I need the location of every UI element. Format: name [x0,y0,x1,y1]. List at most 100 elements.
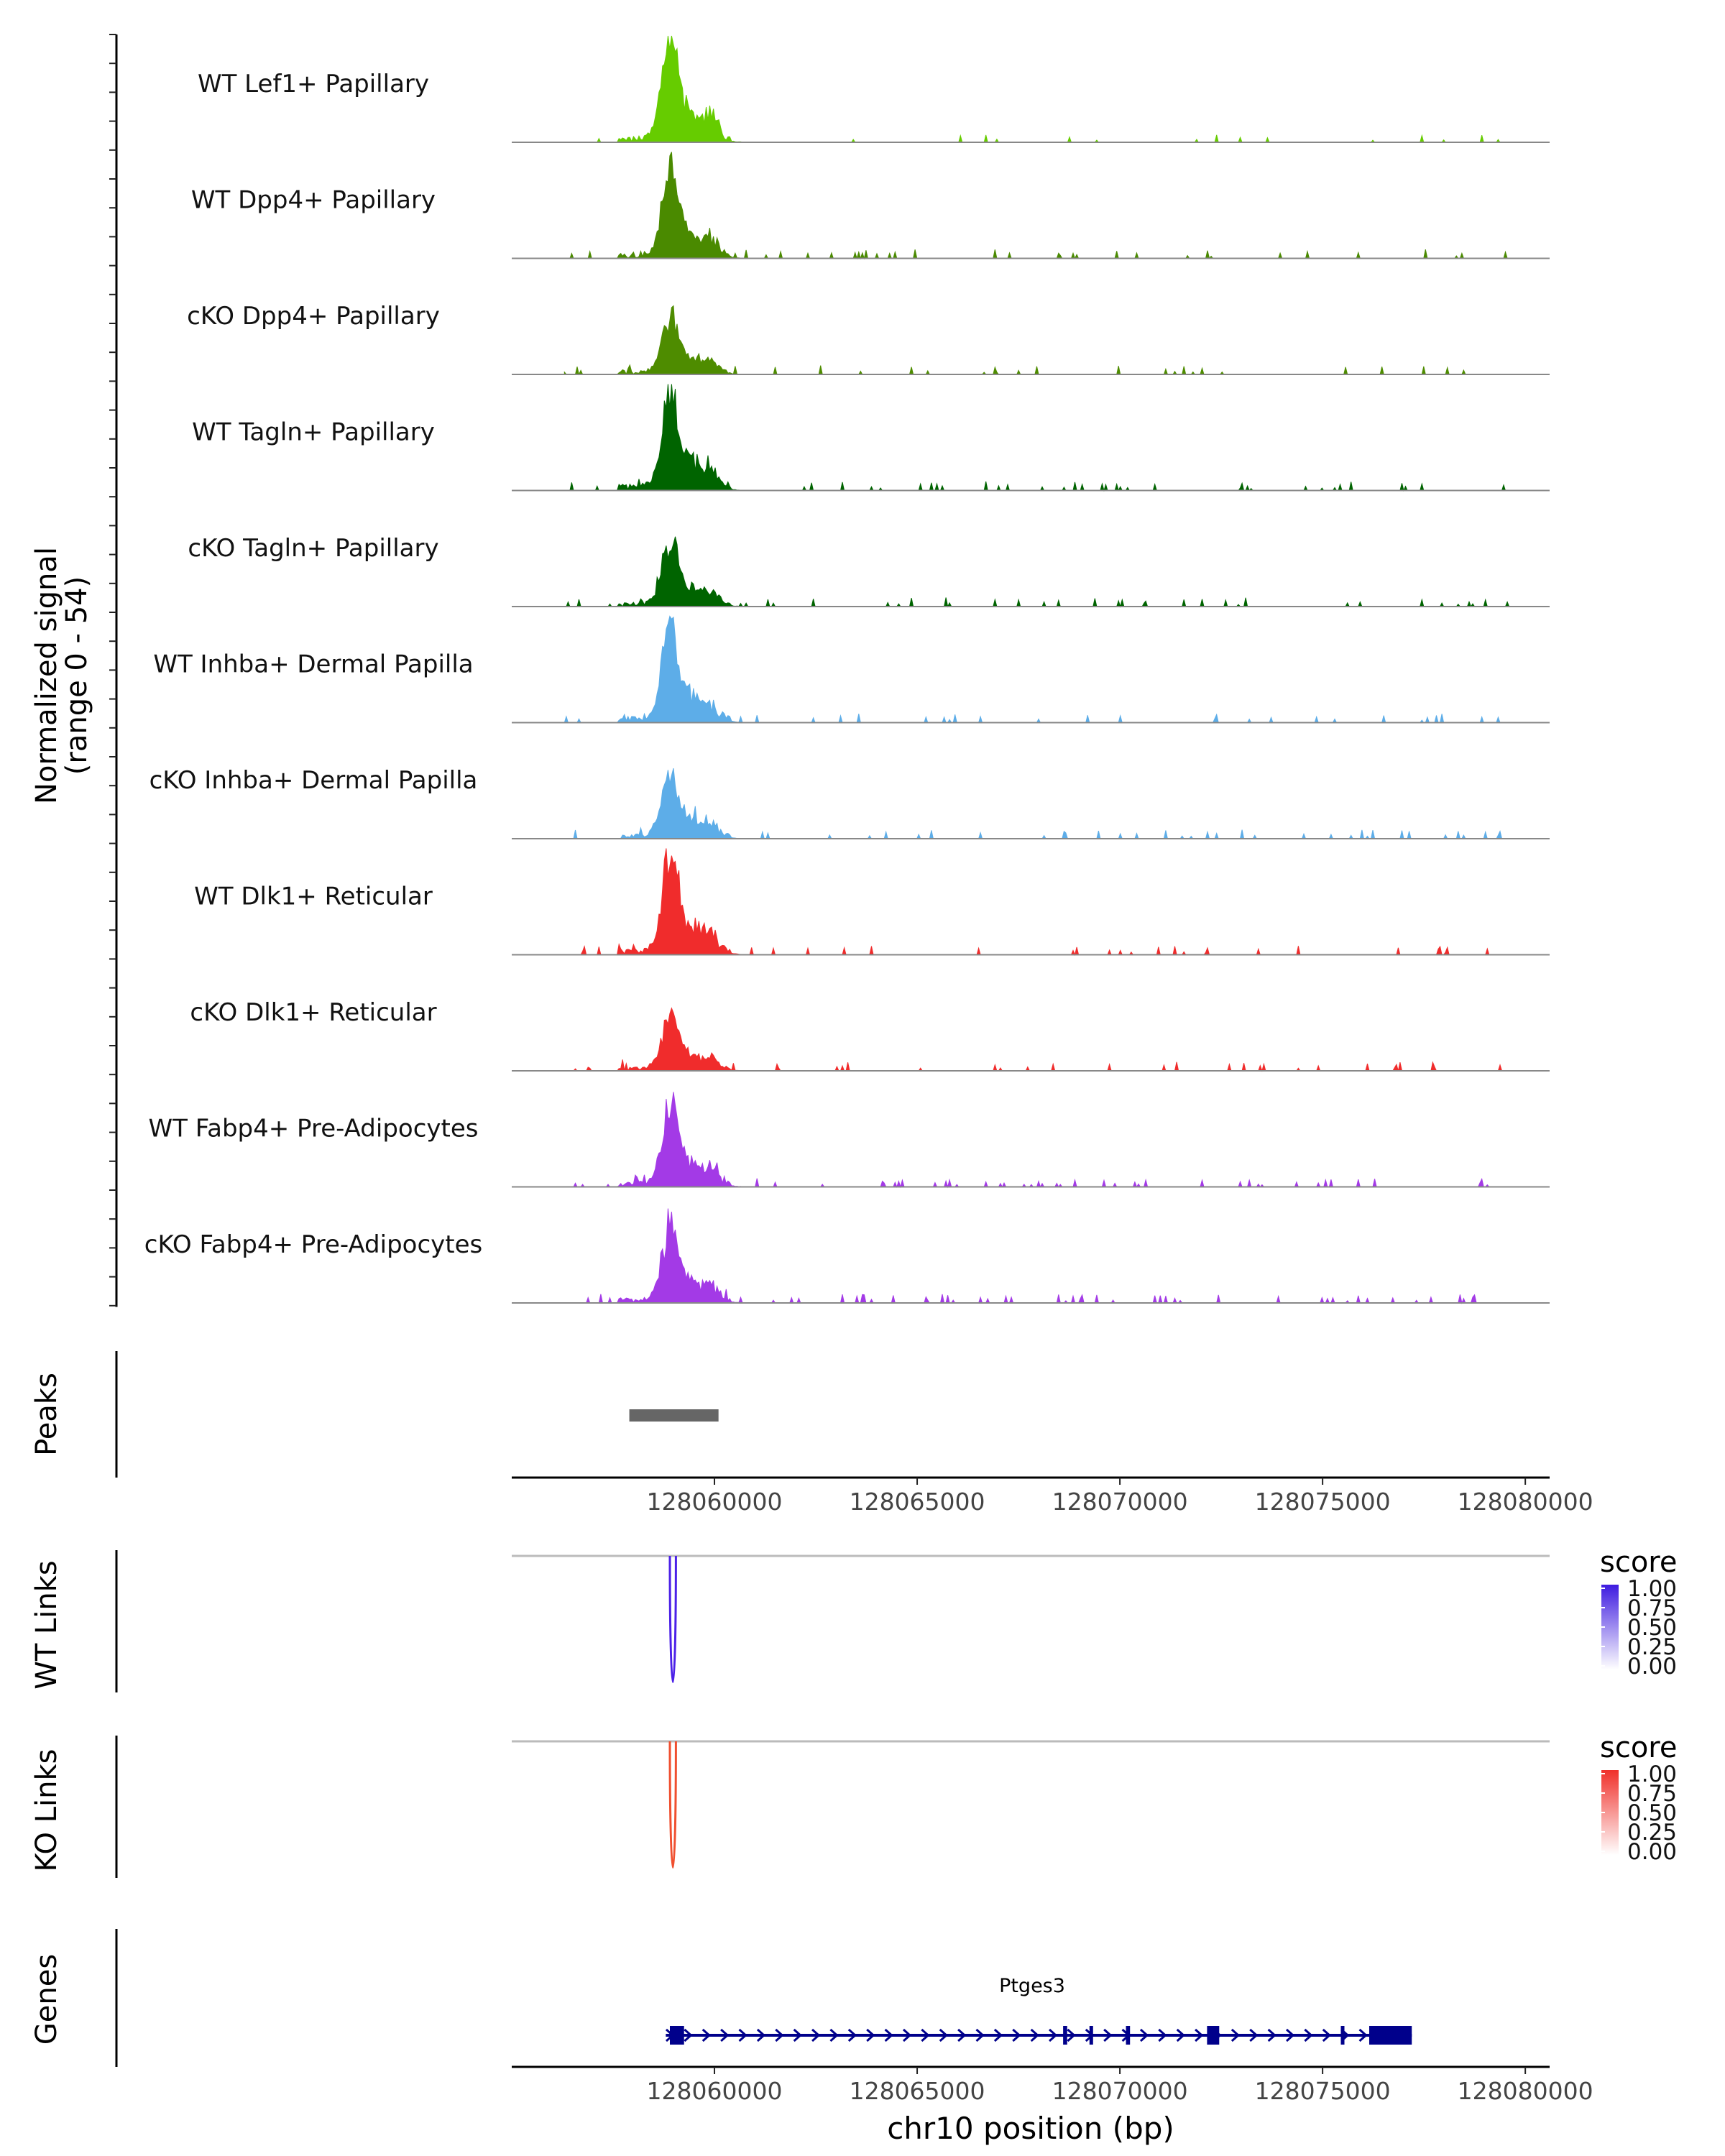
legend-title: score [1600,1546,1677,1579]
gene-exon [1340,2026,1345,2045]
strand-arrow [866,2028,875,2042]
coverage-track-label: cKO Tagln+ Papillary [188,534,438,563]
strand-arrow [684,2028,693,2042]
strand-arrow [1012,2028,1021,2042]
strand-arrow [1304,2028,1313,2042]
coverage-track: WT Inhba+ Dermal Papilla [153,615,1550,724]
coverage-track: cKO Dlk1+ Reticular [190,998,1550,1072]
strand-arrow [975,2028,985,2042]
legend-tick-label: 0.50 [1627,1800,1677,1826]
strand-arrow [1230,2028,1241,2042]
gene-exon [1368,2026,1412,2045]
peak-region [629,1409,719,1422]
coverage-track: WT Dlk1+ Reticular [194,848,1550,957]
gene-name-label: Ptges3 [999,1975,1065,1997]
x-axis-title: chr10 position (bp) [887,2111,1174,2146]
coverage-track-label: WT Dlk1+ Reticular [194,883,433,911]
strand-arrow [993,2028,1003,2042]
legend-tick-label: 0.75 [1627,1781,1677,1807]
gene-exon [1126,2026,1131,2045]
link-arc [668,1741,677,1869]
coverage-area [564,1208,1509,1304]
coverage-area [564,1092,1509,1189]
legend-tick-label: 0.25 [1627,1820,1677,1846]
coverage-y-label-line2: (range 0 - 54) [60,576,93,775]
gene-exon [1089,2026,1093,2045]
strand-arrow [738,2028,748,2042]
strand-arrow [793,2028,802,2042]
strand-arrow [720,2028,730,2042]
links-label: KO Links [30,1749,63,1872]
strand-arrow [1049,2028,1058,2042]
link-arc [668,1555,677,1683]
coverage-y-label-line1: Normalized signal [30,547,63,804]
x-tick-label: 128065000 [850,2077,985,2105]
coverage-track: WT Lef1+ Papillary [198,35,1550,143]
coverage-track: cKO Inhba+ Dermal Papilla [150,766,1550,839]
peaks-panel: Peaks [30,1351,719,1478]
links-label: WT Links [30,1560,63,1689]
score-legends: score1.000.750.500.250.00score1.000.750.… [1600,1546,1677,1865]
coverage-track-label: cKO Fabp4+ Pre-Adipocytes [144,1230,483,1259]
peaks-label: Peaks [30,1373,63,1456]
strand-arrow [1030,2028,1039,2042]
coverage-track: cKO Dpp4+ Papillary [187,302,1550,376]
coverage-track-label: WT Dpp4+ Papillary [191,186,436,215]
coverage-area [564,848,1509,957]
strand-arrow [1249,2028,1259,2042]
strand-arrow [702,2028,712,2042]
coverage-track-label: cKO Dlk1+ Reticular [190,998,436,1027]
strand-arrow [1358,2028,1368,2042]
gene-exon [1063,2026,1067,2045]
coverage-area [564,152,1509,260]
legend-tick-label: 1.00 [1627,1761,1677,1787]
links-panels: WT Links KO Links [30,1550,1550,1878]
strand-arrow [902,2028,912,2042]
coverage-track-label: WT Tagln+ Papillary [192,418,435,447]
strand-arrow [1103,2028,1113,2042]
coverage-track: WT Dpp4+ Papillary [191,152,1550,260]
x-tick-label: 128080000 [1458,2077,1593,2105]
strand-arrow [756,2028,766,2042]
strand-arrow [1139,2028,1149,2042]
coverage-area [564,305,1509,376]
coverage-track: cKO Tagln+ Papillary [188,534,1550,608]
coverage-y-label: Normalized signal(range 0 - 54) [30,547,93,804]
gene-exon [1207,2026,1220,2045]
strand-arrow [921,2028,930,2042]
genes-label: Genes [30,1954,63,2045]
legend-tick-label: 1.00 [1627,1576,1677,1602]
coverage-panel: Normalized signal(range 0 - 54) WT Lef1+ … [30,34,1550,1307]
coverage-area [564,1007,1509,1072]
genes-panel: Genes Ptges3 [30,1929,1412,2067]
coverage-area [564,384,1509,492]
strand-arrow [957,2028,967,2042]
x-tick-label: 128080000 [1458,1488,1593,1516]
strand-arrow [1067,2028,1076,2042]
coverage-track-label: cKO Dpp4+ Papillary [187,302,440,331]
legend-tick-label: 0.25 [1627,1634,1677,1660]
coverage-area [564,768,1509,839]
strand-arrow [1286,2028,1295,2042]
strand-arrow [884,2028,893,2042]
strand-arrow [1195,2028,1204,2042]
links-track: KO Links [30,1736,1550,1878]
strand-arrow [1176,2028,1185,2042]
strand-arrow [847,2028,857,2042]
strand-arrow [1267,2028,1276,2042]
coverage-track-label: WT Fabp4+ Pre-Adipocytes [149,1115,479,1143]
coverage-area [564,615,1509,724]
coverage-track: WT Fabp4+ Pre-Adipocytes [149,1092,1550,1189]
gene-exon [669,2026,684,2045]
x-tick-label: 128060000 [647,2077,783,2105]
strand-arrow [1322,2028,1332,2042]
x-axis-top: 128060000 128065000 128070000 128075000 1280… [512,1476,1593,1516]
coverage-area [564,536,1510,608]
legend-tick-label: 0.00 [1627,1654,1677,1680]
x-tick-label: 128060000 [647,1488,783,1516]
coverage-track-label: WT Lef1+ Papillary [198,70,429,98]
x-tick-label: 128070000 [1052,1488,1188,1516]
x-tick-label: 128070000 [1052,2077,1188,2105]
